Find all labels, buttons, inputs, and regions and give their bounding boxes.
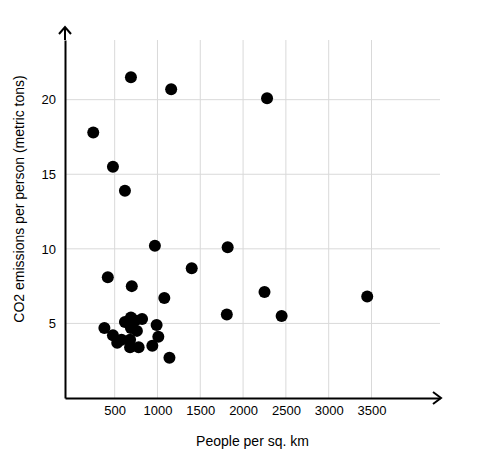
grid-line (65, 174, 440, 175)
point (125, 71, 137, 83)
point (136, 313, 148, 325)
x-tick-label: 500 (104, 403, 126, 418)
point (119, 185, 131, 197)
grid-line (243, 40, 244, 398)
grid-line (285, 40, 286, 398)
point (146, 340, 158, 352)
y-axis-arrow-line (64, 28, 66, 40)
x-axis-title: People per sq. km (196, 433, 309, 449)
point (126, 280, 138, 292)
point (186, 262, 198, 274)
y-tick-label: 10 (42, 241, 56, 256)
x-tick-label: 3000 (315, 403, 344, 418)
x-tick-label: 3500 (358, 403, 387, 418)
x-tick-label: 1500 (186, 403, 215, 418)
point (131, 325, 143, 337)
grid-line (371, 40, 372, 398)
grid-line (65, 99, 440, 100)
x-tick: 1500 (186, 398, 215, 418)
x-tick-label: 1000 (144, 403, 173, 418)
y-tick-label: 20 (42, 92, 56, 107)
x-tick-label: 2000 (229, 403, 258, 418)
y-tick: 10 (42, 241, 65, 256)
x-tick: 2500 (272, 398, 301, 418)
point (361, 291, 373, 303)
chart: 500 1000 1500 2000 2500 3000 3500 5 10 15 20 People… (0, 0, 485, 467)
y-tick: 5 (49, 316, 65, 331)
y-tick-label: 5 (49, 316, 56, 331)
y-axis: 5 10 15 20 (42, 41, 66, 399)
x-axis-arrow (433, 392, 441, 404)
x-tick-label: 2500 (272, 403, 301, 418)
point (261, 92, 273, 104)
point (163, 352, 175, 364)
y-tick: 15 (42, 167, 65, 182)
point (165, 83, 177, 95)
x-tick: 2000 (229, 398, 258, 418)
point (221, 308, 233, 320)
x-tick: 1000 (144, 398, 173, 418)
y-axis-title: CO2 emissions per person (metric tons) (11, 75, 27, 322)
point (158, 292, 170, 304)
point (87, 126, 99, 138)
point (102, 271, 114, 283)
points (87, 71, 373, 363)
x-tick: 500 (104, 398, 126, 418)
axis-arrows (59, 27, 441, 404)
y-tick: 20 (42, 92, 65, 107)
point (151, 319, 163, 331)
point (258, 286, 270, 298)
point (222, 241, 234, 253)
point (107, 161, 119, 173)
point (149, 240, 161, 252)
grid-line (328, 40, 329, 398)
grid (65, 40, 440, 398)
grid-line (65, 248, 440, 249)
x-tick: 3000 (315, 398, 344, 418)
y-axis-line (65, 41, 67, 399)
x-tick: 3500 (358, 398, 387, 418)
x-axis: 500 1000 1500 2000 2500 3000 3500 (66, 398, 441, 418)
y-axis-arrow (59, 27, 71, 34)
grid-line (200, 40, 201, 398)
point (133, 341, 145, 353)
point (276, 310, 288, 322)
y-tick-label: 15 (42, 167, 56, 182)
x-axis-line (66, 398, 441, 400)
